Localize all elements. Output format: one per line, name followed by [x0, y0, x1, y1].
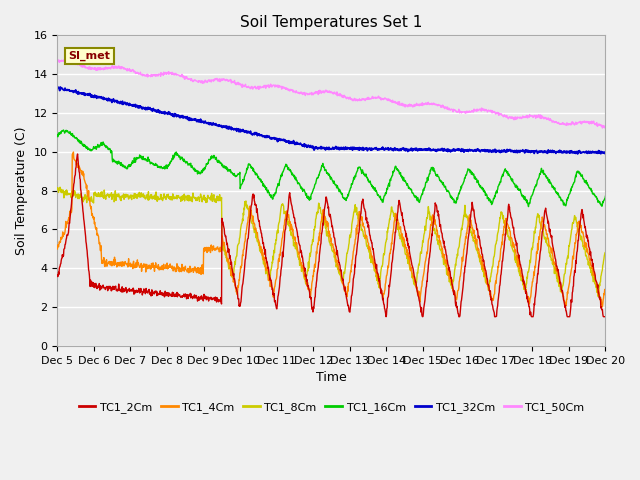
Legend: TC1_2Cm, TC1_4Cm, TC1_8Cm, TC1_16Cm, TC1_32Cm, TC1_50Cm: TC1_2Cm, TC1_4Cm, TC1_8Cm, TC1_16Cm, TC1… — [74, 398, 589, 418]
Text: SI_met: SI_met — [68, 51, 110, 61]
X-axis label: Time: Time — [316, 371, 347, 384]
Y-axis label: Soil Temperature (C): Soil Temperature (C) — [15, 126, 28, 255]
Title: Soil Temperatures Set 1: Soil Temperatures Set 1 — [240, 15, 422, 30]
